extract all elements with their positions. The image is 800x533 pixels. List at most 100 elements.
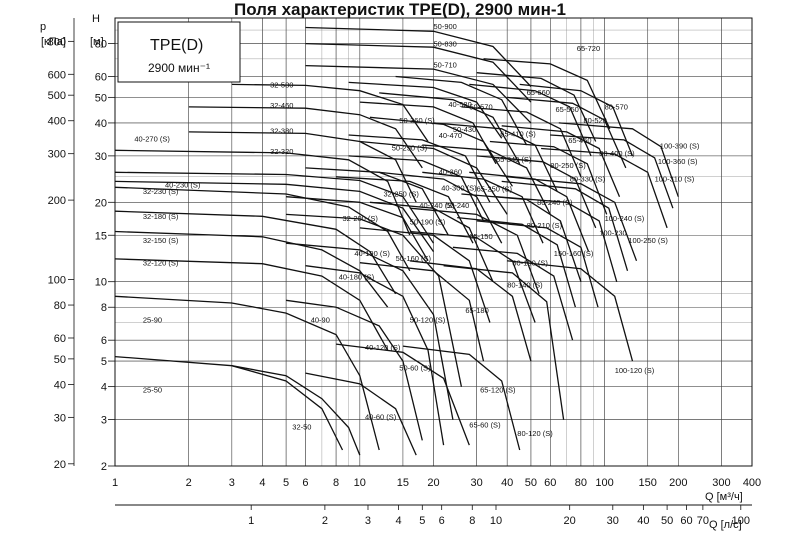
curve-40-60-s	[305, 372, 417, 456]
curve-label: 100-120 (S)	[615, 366, 655, 375]
curve-label: 50-710	[434, 60, 457, 69]
curve-50-160-s	[359, 227, 491, 323]
curve-65-550	[469, 83, 592, 157]
x2-tick-label: 30	[607, 515, 619, 527]
curve-label: 100-360 (S)	[658, 157, 698, 166]
curve-label: 40-90	[311, 316, 330, 325]
curve-150-160-s	[476, 220, 599, 308]
x-tick-labels: 1 2 3 4 5 6 8 10 15 20 30 40 50 60 80 100 150 200 300 400	[112, 477, 761, 489]
curve-80-520	[507, 96, 627, 169]
curve-65-660	[476, 72, 597, 142]
x2-tick-label: 20	[564, 515, 576, 527]
x2-tick-label: 10	[490, 515, 502, 527]
curve-50-190-s	[369, 201, 494, 282]
p-tick-label: 50	[54, 354, 66, 366]
curve-label: 100-240 (S)	[605, 214, 645, 223]
x-tick-label: 150	[639, 477, 657, 489]
curve-40-470	[359, 101, 497, 165]
curve-label: 80-400 (S)	[599, 149, 635, 158]
x2-tick-label: 6	[439, 515, 445, 527]
curve-80-140-s	[452, 246, 574, 341]
curve-label: 80-240 (S)	[537, 198, 573, 207]
curve-label: 32-200 (S)	[343, 214, 379, 223]
p-axis-label-unit: [кПа]	[41, 36, 66, 48]
curve-label: 32-50	[292, 423, 311, 432]
curve-label: 25-90	[143, 316, 162, 325]
curve-label: 32-460	[270, 101, 293, 110]
curve-80-400-s	[501, 125, 621, 197]
curve-label: 65-550	[556, 105, 579, 114]
curve-label: 80-210 (S)	[527, 221, 563, 230]
x-tick-label: 3	[229, 477, 235, 489]
curve-label: 32-180 (S)	[143, 212, 179, 221]
curve-label: 40-240 (S)	[419, 201, 455, 210]
curve-40-240-s	[336, 176, 474, 244]
p-tick-labels: 20 30 40 50 60 80 100 200 300 400 500 600 800	[48, 18, 75, 471]
curve-80-250-s	[476, 155, 597, 229]
curve-32-180-s	[114, 210, 397, 295]
curve-label: 50-360 (S)	[399, 116, 435, 125]
curve-80-240-s	[469, 171, 590, 252]
curve-100-310-s	[541, 147, 668, 229]
x2-axis-label: Q [л/с]	[709, 519, 742, 531]
legend-box-line2: 2900 мин⁻¹	[148, 61, 210, 75]
x-tick-label: 200	[669, 477, 687, 489]
p-tick-label: 30	[54, 412, 66, 424]
x-tick-label: 1	[112, 477, 118, 489]
curve-65-120-s	[409, 260, 532, 362]
curve-label: 32-250 (S)	[384, 190, 420, 199]
curve-label: 65-340 (S)	[496, 155, 532, 164]
x-tick-label: 8	[333, 477, 339, 489]
curve-label: 65-660	[527, 88, 550, 97]
x-tick-label: 5	[283, 477, 289, 489]
curve-65-150	[409, 230, 536, 323]
curve-40-190-s	[286, 213, 463, 387]
h-tick-label: 30	[95, 151, 107, 163]
x-tick-label: 60	[544, 477, 556, 489]
curve-50-570	[395, 75, 528, 146]
curve-label: 50-60 (S)	[399, 364, 431, 373]
curve-50-290-s	[359, 140, 508, 215]
curve-50-360-s	[369, 116, 513, 187]
curve-32-250-s	[305, 167, 449, 236]
curve-40-580	[348, 81, 503, 139]
h-tick-label: 20	[95, 197, 107, 209]
x2-tick-label: 3	[365, 515, 371, 527]
x-tick-label: 20	[427, 477, 439, 489]
curve-label: 40-470	[439, 131, 462, 140]
curve-50-430	[379, 92, 521, 165]
x-tick-label: 30	[470, 477, 482, 489]
p-tick-label: 300	[48, 149, 66, 161]
curve-100-250-s	[507, 176, 638, 262]
curve-label: 32-320	[270, 147, 293, 156]
p-tick-label: 20	[54, 459, 66, 471]
curve-label: 65-460	[568, 136, 591, 145]
curve-80-330-s	[489, 140, 608, 215]
curve-40-300-s	[348, 155, 485, 222]
curve-label: 80-520	[584, 116, 607, 125]
h-axis-label-symbol: H	[92, 13, 100, 25]
x2-tick-label: 8	[469, 515, 475, 527]
x2-tick-label: 5	[419, 515, 425, 527]
curve-label: 50-240	[446, 201, 469, 210]
curve-50-900	[305, 26, 532, 87]
p-tick-label: 600	[48, 69, 66, 81]
curve-label: 50-290 (S)	[392, 143, 428, 152]
x2-tick-label: 40	[637, 515, 649, 527]
curve-label: 65-150	[469, 232, 492, 241]
curve-label: 150-160 (S)	[554, 249, 594, 258]
h-tick-label: 15	[95, 230, 107, 242]
h-tick-label: 50	[95, 92, 107, 104]
curve-100-230	[495, 196, 618, 282]
x-tick-label: 80	[575, 477, 587, 489]
curve-50-120-s	[359, 262, 485, 362]
h-tick-label: 8	[101, 302, 107, 314]
plot-frame	[114, 17, 753, 467]
curve-65-180	[409, 207, 540, 295]
curve-32-580	[231, 83, 429, 142]
curve-label: 80-570	[605, 102, 628, 111]
curve-label: 40-190 (S)	[354, 249, 390, 258]
curve-65-250-s	[422, 171, 544, 244]
curve-50-830	[305, 42, 532, 103]
curve-label: 40-60 (S)	[365, 413, 397, 422]
